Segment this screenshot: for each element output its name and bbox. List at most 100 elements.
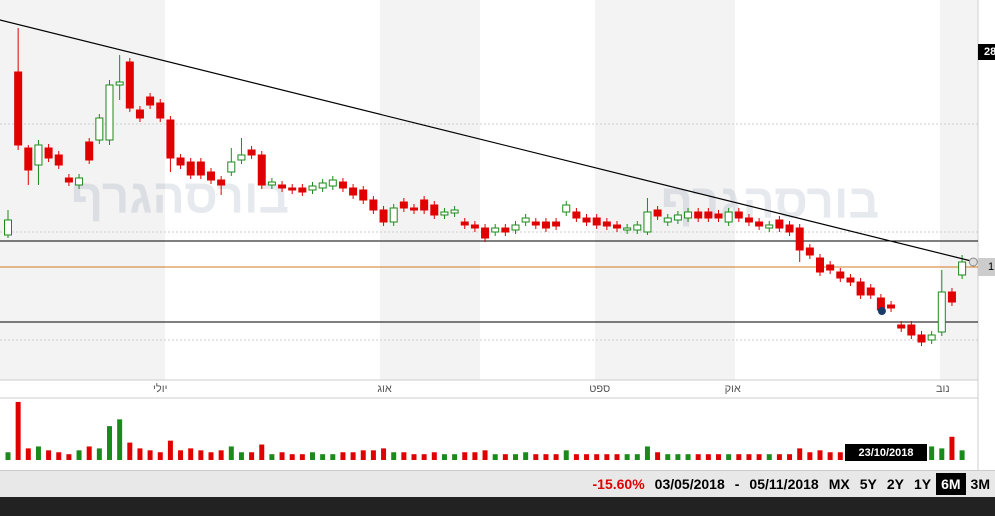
candle-body (267, 181, 276, 186)
volume-bar (25, 448, 31, 460)
candle-body (328, 179, 337, 187)
candle-body (34, 144, 43, 166)
candle-body (196, 161, 205, 176)
candle-body (399, 201, 408, 209)
candle-body (115, 81, 124, 86)
range-button[interactable]: 2Y (886, 476, 904, 492)
range-button[interactable]: 1Y (913, 476, 932, 492)
candle-body (207, 171, 215, 181)
from-date[interactable]: 03/05/2018 (654, 476, 725, 492)
candle-body (633, 224, 642, 231)
volume-bar (573, 454, 579, 460)
candle-body (176, 157, 185, 166)
candle-body (4, 219, 12, 236)
candle-body (947, 291, 956, 303)
to-date[interactable]: 05/11/2018 (749, 476, 819, 492)
volume-bar (939, 448, 945, 460)
candle-body (44, 147, 53, 159)
volume-bar (86, 446, 92, 460)
candle-body (430, 204, 439, 216)
range-button[interactable]: 3M (970, 476, 990, 492)
volume-bar (604, 454, 610, 460)
volume-bar (46, 450, 52, 460)
volume-bar (502, 454, 508, 460)
candle-body (866, 287, 875, 296)
x-tick-label: יולי (153, 382, 167, 395)
volume-bar (330, 454, 336, 460)
volume-bar (705, 454, 711, 460)
candle-body (958, 261, 967, 276)
ranges: MX 5Y 2Y 1Y 6M 3M (824, 473, 995, 495)
volume-bar (411, 454, 417, 460)
volume-bar (96, 448, 102, 460)
price-box (978, 258, 995, 276)
volume-bar (959, 450, 965, 460)
candle-body (937, 291, 946, 333)
candle-body (75, 177, 84, 186)
candle-body (531, 221, 540, 226)
volume-bar (563, 450, 569, 460)
volume-bar (5, 452, 11, 460)
volume-bar (441, 454, 447, 460)
range-button[interactable]: MX (828, 476, 850, 492)
volume-bar (360, 450, 366, 460)
volume-bar (644, 446, 650, 460)
volume-bar (381, 448, 387, 460)
candle-body (836, 271, 845, 279)
candle-body (186, 161, 195, 176)
volume-bar (137, 448, 143, 460)
volume-bar (228, 446, 234, 460)
candle-body (369, 199, 378, 211)
candle-body (217, 179, 226, 186)
volume-bar (218, 450, 224, 460)
volume-bar (675, 454, 681, 460)
candle-body (257, 154, 266, 186)
candle-body (105, 84, 114, 141)
candle-body (24, 147, 33, 171)
candle-body (85, 141, 94, 161)
volume-bar (584, 454, 590, 460)
candle-body (521, 217, 530, 223)
volume-bar (513, 454, 518, 460)
candle-body (613, 224, 621, 229)
watermark: בורסהגרף בורסהגרף (71, 171, 880, 229)
candle-body (135, 109, 144, 119)
volume-bar (553, 454, 559, 460)
candle-body (927, 334, 936, 341)
volume-bar (533, 454, 539, 460)
candle-body (166, 119, 175, 159)
date-box (845, 444, 927, 461)
change: -15.60% (592, 476, 645, 492)
volume-bar (695, 454, 701, 460)
candle-body (146, 96, 155, 106)
candle-body (14, 71, 23, 146)
candle-body (826, 264, 835, 271)
candle-body (541, 221, 550, 229)
volume-bar (726, 454, 732, 460)
volume-bar (117, 419, 123, 460)
volume-bar (147, 450, 153, 460)
volume-bar (340, 452, 346, 460)
candle-body (410, 207, 418, 211)
volume-bar (797, 448, 803, 460)
volume-bar (238, 452, 244, 460)
volume-bar (208, 452, 214, 460)
volume-bar (634, 454, 640, 460)
volume-bar (350, 452, 356, 460)
volume-bar (310, 452, 315, 460)
candle-body (359, 189, 368, 201)
candle-body (440, 211, 449, 216)
volume-bar (198, 450, 204, 460)
range-button[interactable]: 6M (936, 473, 966, 495)
volume-bar (289, 454, 295, 460)
volume-bar (746, 454, 752, 460)
x-tick-label: אוג (377, 383, 392, 395)
volume-bar (827, 452, 833, 460)
candle-body (755, 221, 764, 227)
volume-bar (178, 450, 184, 460)
volume-bar (482, 450, 488, 460)
volume-bar (107, 426, 112, 460)
y-tick-box (978, 44, 995, 60)
range-button[interactable]: 5Y (859, 476, 877, 492)
